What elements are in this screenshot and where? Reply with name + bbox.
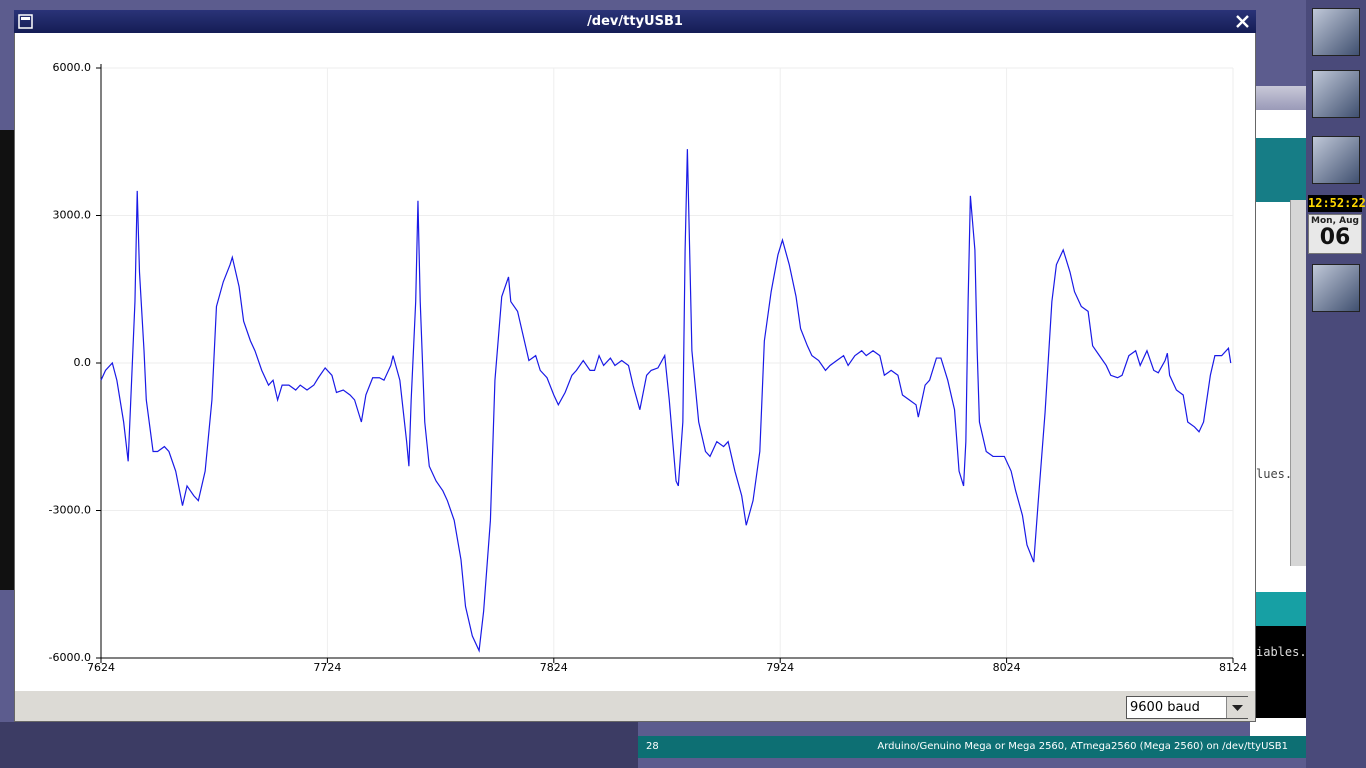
plot-area: -6000.0 -3000.0 0.0 3000.0 6000.0 7624 7724 782… bbox=[15, 33, 1255, 691]
status-bar: 28 Arduino/Genuino Mega or Mega 2560, AT… bbox=[638, 736, 1306, 758]
dock-icon[interactable] bbox=[1312, 264, 1360, 312]
toolbar bbox=[1250, 138, 1306, 202]
clock-time: 12:52:22 bbox=[1308, 195, 1366, 212]
calendar: Mon, Aug 06 bbox=[1308, 214, 1362, 254]
dock bbox=[1306, 0, 1366, 768]
scrollbar[interactable] bbox=[1290, 200, 1307, 566]
y-tick-label: -3000.0 bbox=[49, 504, 91, 517]
message-bar bbox=[1250, 592, 1306, 626]
y-tick-label: 0.0 bbox=[74, 356, 92, 369]
title-bar: /dev/ttyUSB1 bbox=[14, 10, 1256, 33]
y-tick-label: 3000.0 bbox=[53, 209, 92, 222]
x-tick-label: 7724 bbox=[313, 661, 341, 674]
window-menu-button[interactable] bbox=[18, 14, 34, 30]
x-tick-label: 7924 bbox=[766, 661, 794, 674]
x-tick-label: 7624 bbox=[87, 661, 115, 674]
status-board: Arduino/Genuino Mega or Mega 2560, ATmeg… bbox=[877, 741, 1288, 752]
calendar-day: 06 bbox=[1319, 225, 1351, 250]
background-window bbox=[0, 130, 16, 590]
chart: -6000.0 -3000.0 0.0 3000.0 6000.0 7624 7724 782… bbox=[49, 61, 1247, 674]
console bbox=[1250, 626, 1306, 718]
dock-icon[interactable] bbox=[1312, 70, 1360, 118]
x-tick-label: 8124 bbox=[1219, 661, 1247, 674]
y-tick-label: 6000.0 bbox=[53, 61, 92, 74]
console-text: iables. bbox=[1256, 645, 1307, 659]
status-line-number: 28 bbox=[646, 741, 659, 752]
y-tick-label: -6000.0 bbox=[49, 651, 91, 664]
x-tick-label: 7824 bbox=[540, 661, 568, 674]
close-button[interactable] bbox=[1234, 13, 1252, 31]
dropdown-button[interactable] bbox=[1226, 697, 1248, 718]
taskbar bbox=[0, 722, 638, 768]
x-tick-label: 8024 bbox=[993, 661, 1021, 674]
baud-select[interactable]: 9600 baud bbox=[1126, 696, 1248, 719]
data-line bbox=[100, 149, 1232, 653]
dock-icon[interactable] bbox=[1312, 136, 1360, 184]
calendar-date: Mon, Aug bbox=[1311, 216, 1359, 226]
editor-text: lues. bbox=[1256, 467, 1293, 481]
dock-icon[interactable] bbox=[1312, 8, 1360, 56]
background-title-bar bbox=[1250, 86, 1306, 110]
